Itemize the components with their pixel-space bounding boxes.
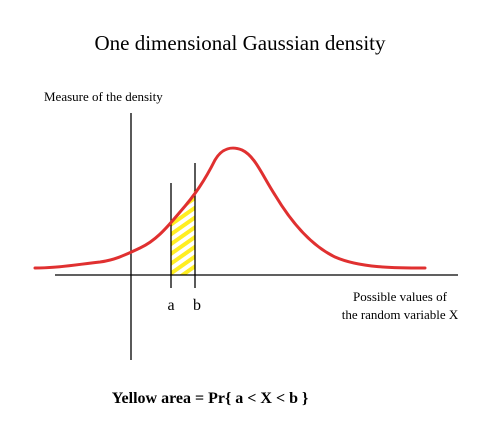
density-curve <box>33 146 427 270</box>
x-axis-label-line2: the random variable X <box>342 307 459 322</box>
probability-area <box>171 189 195 275</box>
marker-label-a: a <box>167 297 174 314</box>
caption: Yellow area = Pr{ a < X < b } <box>112 390 309 407</box>
x-axis-label-line1: Possible values of <box>353 289 448 304</box>
y-axis-label: Measure of the density <box>44 89 163 104</box>
marker-label-b: b <box>193 297 201 314</box>
title: One dimensional Gaussian density <box>94 31 386 55</box>
